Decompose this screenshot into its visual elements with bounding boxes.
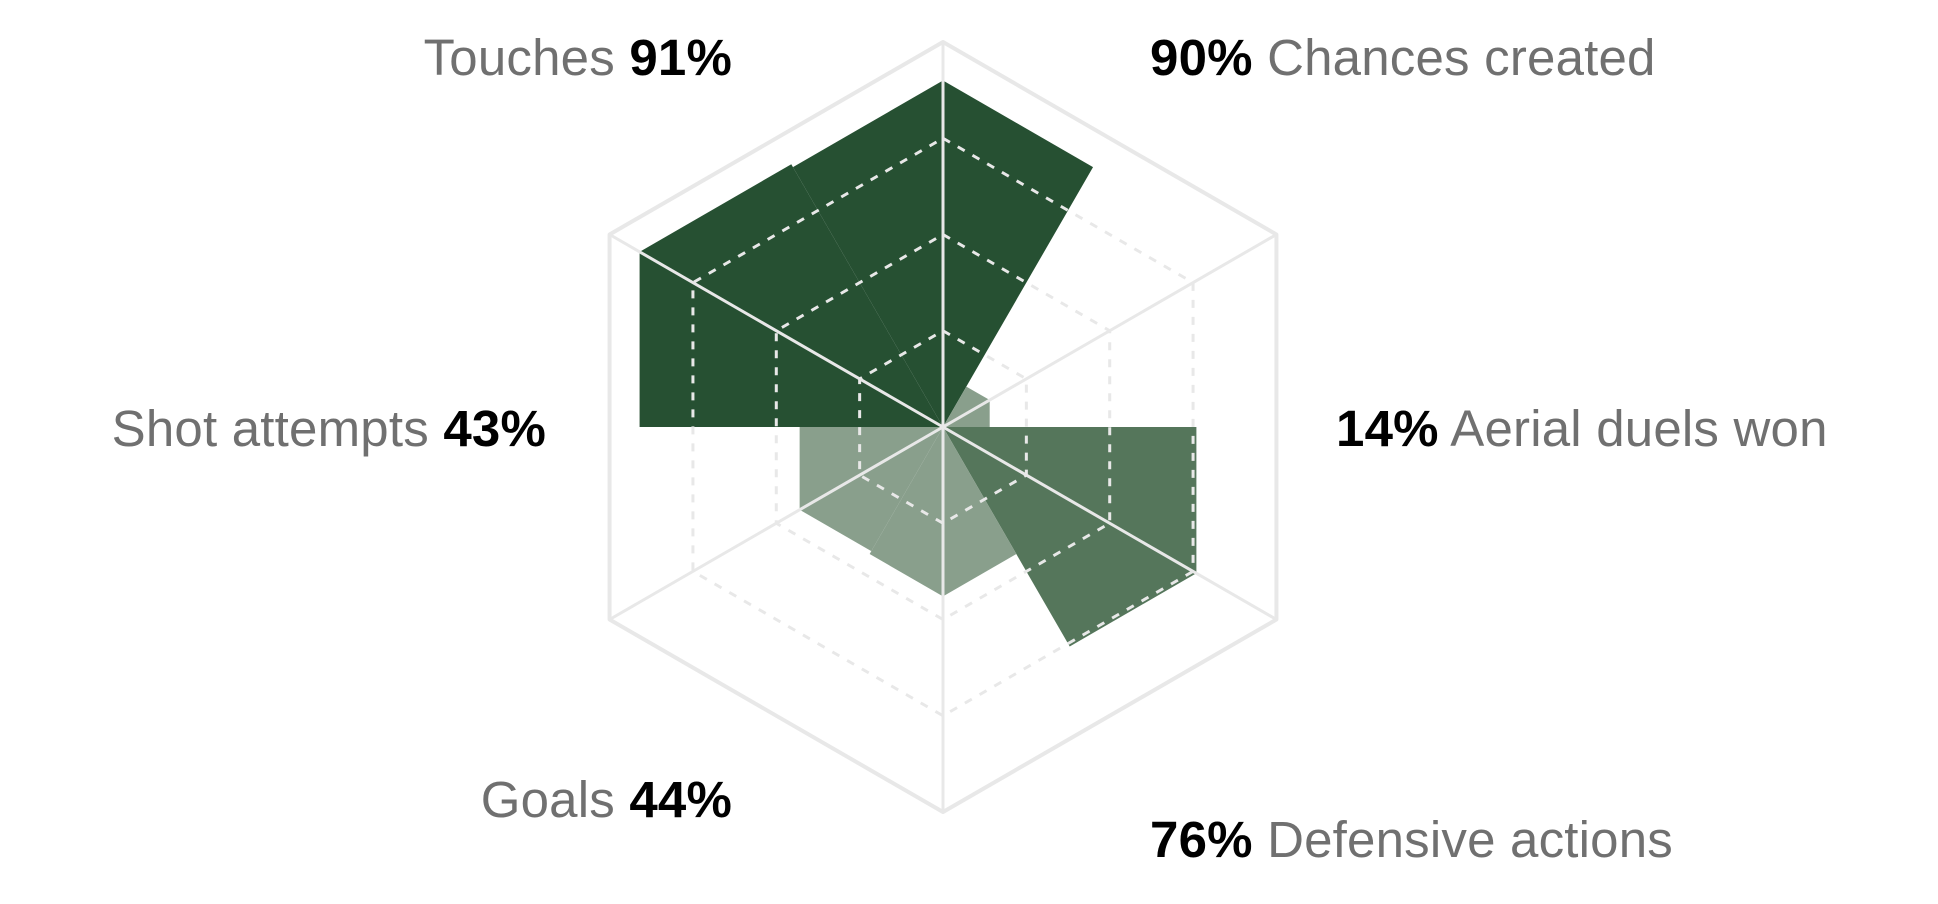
axis-spokes [608, 42, 1278, 812]
sector-touches [639, 164, 943, 428]
label-shot-attempts-value: 43% [443, 400, 546, 457]
label-chances-created-name: Chances created [1267, 29, 1656, 86]
label-aerial-duels-won-value: 14% [1336, 400, 1439, 457]
label-defensive-actions: 76% Defensive actions [1150, 814, 1673, 865]
label-touches-value: 91% [629, 29, 732, 86]
spoke-aerial-duels-won [942, 233, 1278, 429]
label-chances-created-value: 90% [1150, 29, 1253, 86]
label-defensive-actions-value: 76% [1150, 811, 1253, 868]
label-aerial-duels-won-name: Aerial duels won [1450, 400, 1828, 457]
label-shot-attempts: Shot attempts 43% [112, 403, 546, 454]
spoke-defensive-actions [942, 425, 1278, 621]
label-shot-attempts-name: Shot attempts [111, 400, 429, 457]
label-defensive-actions-name: Defensive actions [1267, 811, 1674, 868]
sector-aerial-duels-won [943, 386, 990, 427]
label-goals: Goals 44% [481, 774, 732, 825]
label-chances-created: 90% Chances created [1150, 32, 1656, 83]
label-goals-name: Goals [480, 771, 615, 828]
spoke-touches [608, 233, 944, 429]
label-touches-name: Touches [423, 29, 615, 86]
sector-defensive-actions [943, 427, 1197, 647]
label-aerial-duels-won: 14% Aerial duels won [1336, 403, 1828, 454]
sector-shot-attempts [799, 427, 943, 552]
data-sectors [639, 80, 1197, 647]
spoke-shot-attempts [608, 425, 944, 621]
label-touches: Touches 91% [424, 32, 732, 83]
label-goals-value: 44% [629, 771, 732, 828]
